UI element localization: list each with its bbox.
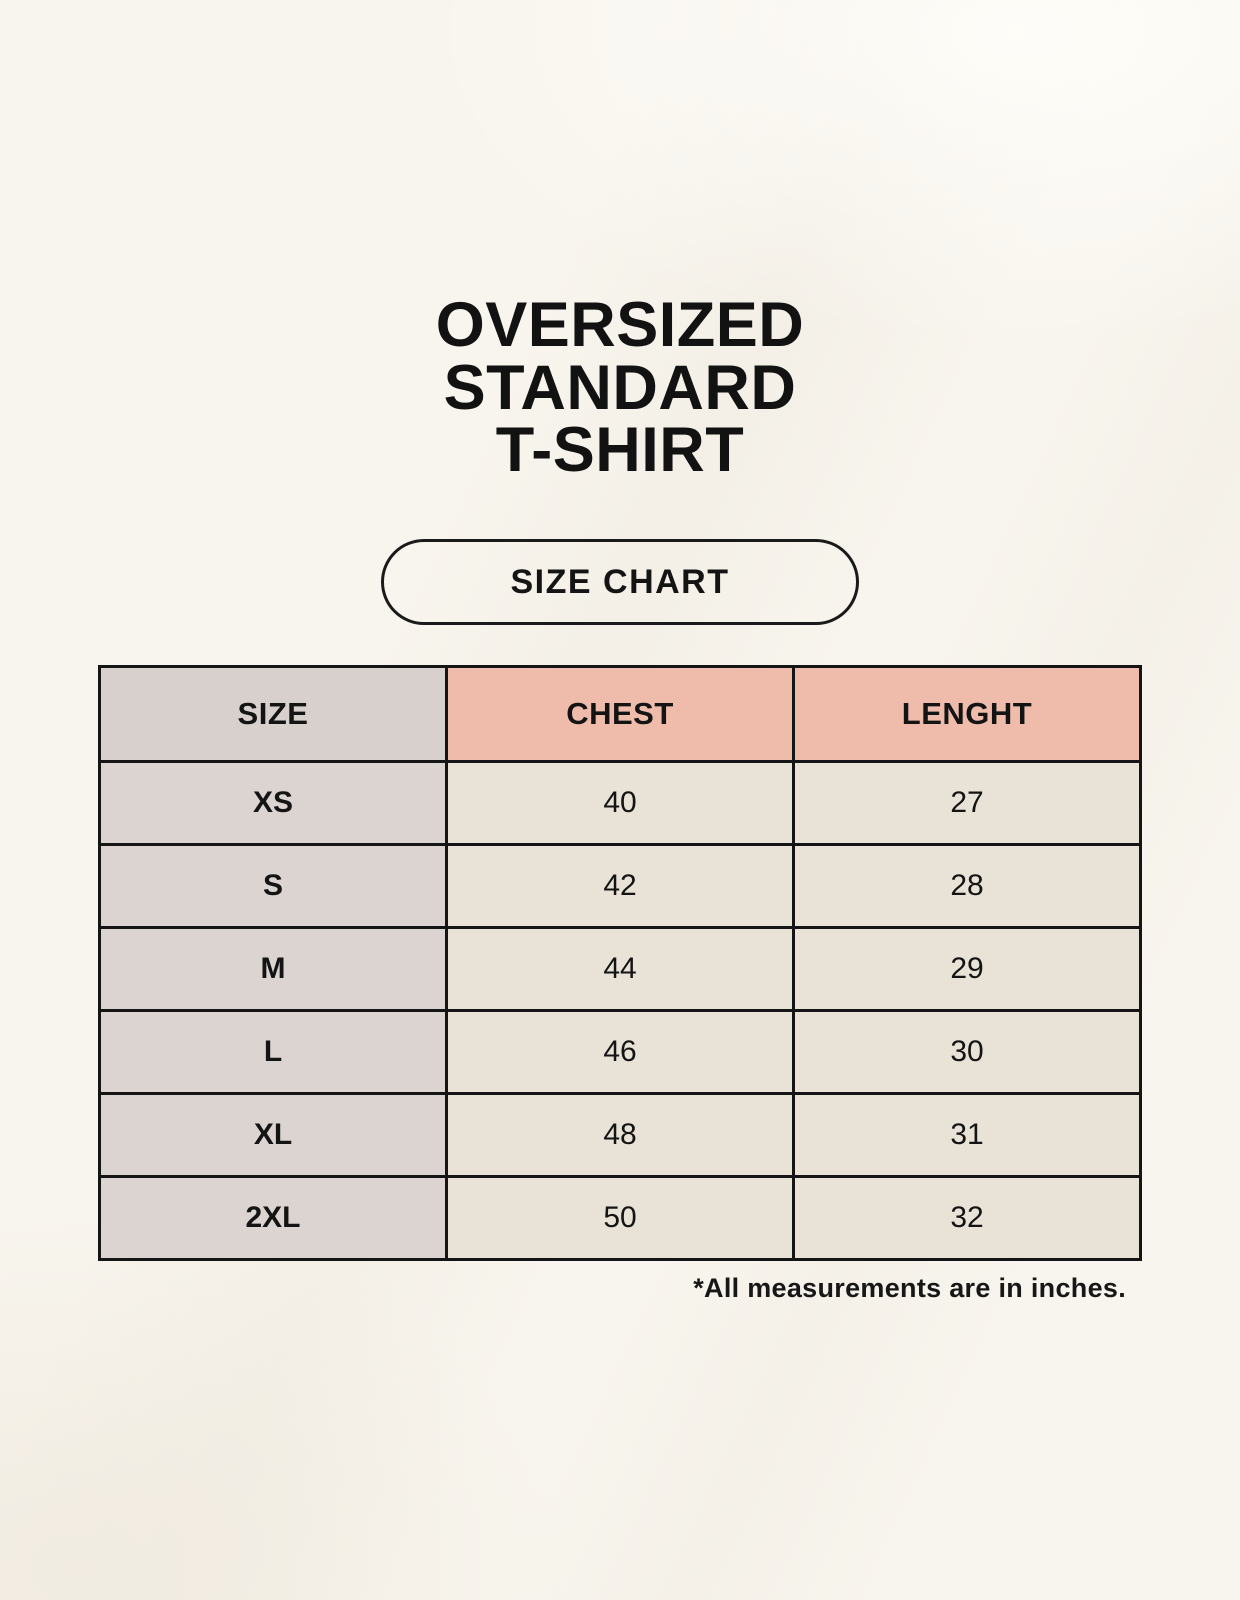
page-title-line-3: T-SHIRT <box>495 414 745 485</box>
size-chart-badge-label: SIZE CHART <box>510 562 730 601</box>
size-chart-table: SIZE CHEST LENGHT XS 40 27 S 42 28 M 44 … <box>98 665 1142 1262</box>
chest-cell: 50 <box>445 1175 795 1262</box>
size-cell: L <box>98 1009 448 1096</box>
size-chart-badge: SIZE CHART <box>381 539 859 626</box>
chest-cell: 42 <box>445 843 795 930</box>
page-title: OVERSIZED STANDARD T-SHIRT <box>0 290 1240 485</box>
length-cell: 29 <box>792 926 1142 1013</box>
table-row: 2XL 50 32 <box>98 1175 1142 1262</box>
table-row: L 46 30 <box>98 1009 1142 1096</box>
length-cell: 31 <box>792 1092 1142 1179</box>
size-cell: S <box>98 843 448 930</box>
chest-cell: 40 <box>445 760 795 847</box>
size-cell: XL <box>98 1092 448 1179</box>
page-title-line-1: OVERSIZED <box>435 290 805 361</box>
header-size: SIZE <box>98 665 448 764</box>
size-cell: M <box>98 926 448 1013</box>
page-title-line-2: STANDARD <box>443 352 797 423</box>
chest-cell: 48 <box>445 1092 795 1179</box>
size-cell: 2XL <box>98 1175 448 1262</box>
measurements-footnote: *All measurements are in inches. <box>693 1273 1126 1304</box>
table-row: XS 40 27 <box>98 760 1142 847</box>
size-cell: XS <box>98 760 448 847</box>
header-length: LENGHT <box>792 665 1142 764</box>
table-row: M 44 29 <box>98 926 1142 1013</box>
table-row: S 42 28 <box>98 843 1142 930</box>
length-cell: 27 <box>792 760 1142 847</box>
length-cell: 30 <box>792 1009 1142 1096</box>
header-chest: CHEST <box>445 665 795 764</box>
table-row: XL 48 31 <box>98 1092 1142 1179</box>
table-header-row: SIZE CHEST LENGHT <box>98 665 1142 764</box>
size-chart-poster: OVERSIZED STANDARD T-SHIRT SIZE CHART SI… <box>0 290 1240 1304</box>
length-cell: 28 <box>792 843 1142 930</box>
chest-cell: 44 <box>445 926 795 1013</box>
chest-cell: 46 <box>445 1009 795 1096</box>
length-cell: 32 <box>792 1175 1142 1262</box>
